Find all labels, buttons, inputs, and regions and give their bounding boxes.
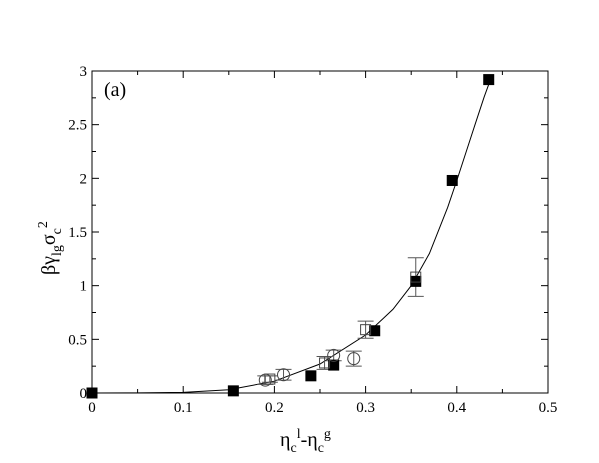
x-tick-label: 0.5 bbox=[539, 400, 558, 416]
y-tick-label: 2.5 bbox=[68, 118, 87, 134]
x-tick-label: 0.3 bbox=[356, 400, 375, 416]
label-part: g bbox=[324, 427, 331, 442]
error-bars bbox=[257, 257, 424, 385]
plot-frame bbox=[91, 70, 549, 394]
x-axis-label: ηcl-ηcg bbox=[280, 427, 331, 456]
y-tick-label: 0 bbox=[80, 386, 88, 402]
y-tick-label: 1 bbox=[80, 279, 88, 295]
y-tick-label: 0.5 bbox=[68, 332, 87, 348]
open-square-marker bbox=[410, 271, 422, 283]
filled-square-marker bbox=[410, 275, 422, 287]
label-part: l bbox=[297, 427, 301, 442]
label-part: η bbox=[280, 429, 290, 451]
label-part: c bbox=[318, 441, 324, 456]
open-square-marker bbox=[319, 357, 331, 369]
label-part: 2 bbox=[36, 221, 51, 228]
y-tick-label: 2 bbox=[80, 171, 88, 187]
open-circle-marker bbox=[258, 373, 272, 387]
y-tick-label: 3 bbox=[80, 64, 88, 80]
filled-square-marker bbox=[328, 359, 340, 371]
y-tick-label: 1.5 bbox=[68, 225, 87, 241]
axis-tick-labels: 0 0.1 0.2 0.3 0.4 0.5 0 0.5 1 1.5 2 2.5 3 bbox=[68, 64, 557, 416]
x-tick-label: 0.4 bbox=[447, 400, 466, 416]
x-tick-label: 0.2 bbox=[265, 400, 284, 416]
axis-ticks bbox=[91, 70, 549, 394]
label-part: lg bbox=[50, 245, 65, 256]
label-part: c bbox=[50, 228, 65, 234]
y-axis-label: βγlgσc2 bbox=[36, 221, 65, 275]
fit-curve bbox=[91, 79, 491, 394]
open-square-marker bbox=[360, 324, 372, 336]
filled-square-marker bbox=[305, 370, 317, 382]
filled-square-marker bbox=[227, 385, 239, 397]
label-part: βγ bbox=[38, 256, 60, 275]
filled-square-marker bbox=[483, 74, 495, 86]
panel-label: (a) bbox=[104, 79, 126, 101]
open-circle-marker bbox=[347, 352, 361, 366]
data-markers bbox=[86, 74, 495, 399]
open-circle-marker bbox=[327, 348, 341, 362]
filled-square-marker bbox=[86, 387, 98, 399]
label-part: σ bbox=[38, 234, 60, 245]
label-part: c bbox=[290, 441, 296, 456]
filled-square-marker bbox=[369, 325, 381, 337]
filled-square-marker bbox=[446, 174, 458, 186]
label-part: -η bbox=[301, 429, 318, 451]
open-circle-marker bbox=[277, 368, 291, 382]
x-tick-label: 0.1 bbox=[174, 400, 193, 416]
x-tick-label: 0 bbox=[88, 400, 96, 416]
